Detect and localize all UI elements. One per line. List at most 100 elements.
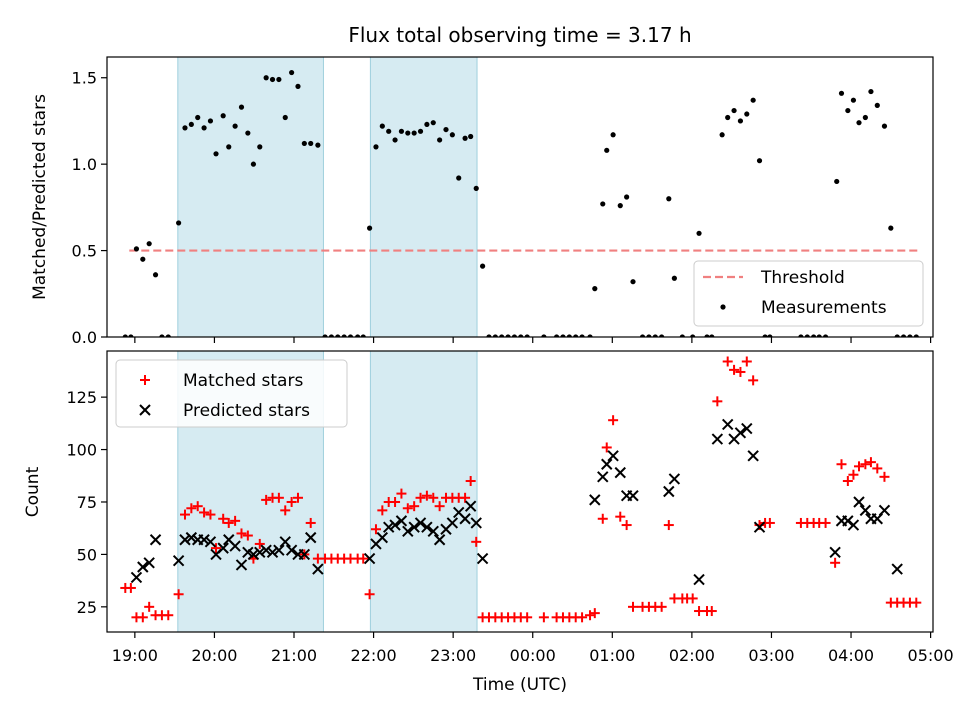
data-point	[186, 503, 197, 514]
data-point	[289, 69, 295, 76]
data-point	[659, 334, 665, 337]
data-point	[159, 334, 165, 337]
data-point	[146, 241, 152, 247]
data-point	[656, 601, 667, 612]
data-point	[729, 364, 740, 375]
data-point	[285, 544, 298, 556]
x-tick-label: 04:00	[828, 646, 874, 665]
x-tick-label: 03:00	[748, 646, 794, 665]
observing-window-2	[369, 350, 478, 633]
data-point	[395, 515, 408, 527]
data-point	[518, 334, 524, 337]
data-point	[524, 334, 530, 337]
data-point	[282, 114, 288, 121]
data-point	[460, 492, 471, 503]
data-point	[465, 476, 476, 487]
data-point	[402, 525, 414, 538]
y-tick-label: 25	[77, 598, 97, 617]
y-tick-label: 0.0	[72, 328, 97, 347]
data-point	[295, 83, 301, 89]
data-point	[721, 418, 734, 431]
data-point	[301, 140, 307, 147]
data-point	[382, 521, 395, 533]
data-point	[725, 114, 731, 121]
data-point	[888, 225, 894, 231]
legend-measurements-swatch	[720, 304, 726, 310]
data-point	[470, 517, 482, 529]
data-point	[753, 521, 766, 533]
data-point	[845, 107, 851, 114]
data-point	[617, 203, 623, 209]
legend-matched-label: Matched stars	[183, 371, 303, 391]
data-point	[149, 534, 162, 546]
data-point	[152, 272, 159, 278]
y-tick-label: 50	[77, 545, 97, 564]
data-point	[312, 563, 324, 575]
data-point	[238, 104, 245, 110]
data-point	[872, 463, 883, 474]
data-point	[804, 334, 810, 337]
legend-top: Threshold Measurements	[693, 260, 924, 327]
data-point	[630, 279, 636, 285]
data-point	[522, 612, 533, 623]
data-point	[499, 334, 505, 337]
data-point	[865, 457, 876, 468]
data-point	[358, 553, 369, 564]
data-point	[176, 220, 182, 226]
y-tick-label: 125	[66, 388, 97, 407]
data-point	[762, 334, 768, 337]
data-point	[811, 334, 817, 337]
data-point	[363, 552, 376, 565]
data-point	[719, 132, 725, 138]
data-point	[907, 334, 913, 337]
data-point	[541, 334, 547, 337]
data-point	[668, 473, 681, 485]
data-point	[693, 573, 705, 586]
data-point	[764, 517, 775, 528]
x-tick-label: 22:00	[351, 646, 397, 665]
data-point	[188, 121, 194, 128]
data-point	[838, 90, 845, 96]
data-point	[608, 415, 619, 426]
observing-window-1	[177, 56, 324, 338]
data-point	[711, 433, 724, 445]
data-point	[226, 144, 232, 150]
data-point	[473, 185, 479, 191]
y-tick-label: 75	[77, 493, 97, 512]
data-point	[273, 492, 284, 503]
x-tick-label: 19:00	[112, 646, 158, 665]
data-point	[464, 500, 477, 512]
data-point	[217, 542, 229, 554]
data-point	[386, 128, 392, 134]
data-point	[589, 608, 600, 619]
data-point	[250, 161, 257, 167]
data-point	[734, 427, 747, 439]
plot-area	[120, 356, 922, 623]
data-point	[273, 544, 285, 556]
data-point	[229, 540, 241, 552]
data-point	[748, 375, 759, 386]
data-point	[712, 396, 723, 407]
data-point	[198, 534, 210, 546]
legend-frame	[115, 359, 348, 428]
data-point	[207, 118, 214, 124]
data-point	[263, 75, 269, 81]
data-point	[891, 563, 903, 575]
x-tick-label: 20:00	[191, 646, 237, 665]
data-point	[853, 496, 865, 508]
data-point	[798, 334, 804, 337]
data-point	[709, 334, 715, 337]
data-point	[211, 543, 222, 554]
data-point	[741, 422, 753, 435]
data-point	[133, 246, 140, 252]
data-point	[421, 521, 433, 533]
data-point	[236, 528, 247, 539]
data-point	[848, 469, 859, 480]
x-tick-label: 05:00	[908, 646, 954, 665]
data-point	[247, 548, 260, 561]
data-point	[459, 513, 471, 525]
data-point	[767, 334, 773, 337]
data-point	[165, 334, 171, 337]
data-point	[376, 531, 389, 544]
